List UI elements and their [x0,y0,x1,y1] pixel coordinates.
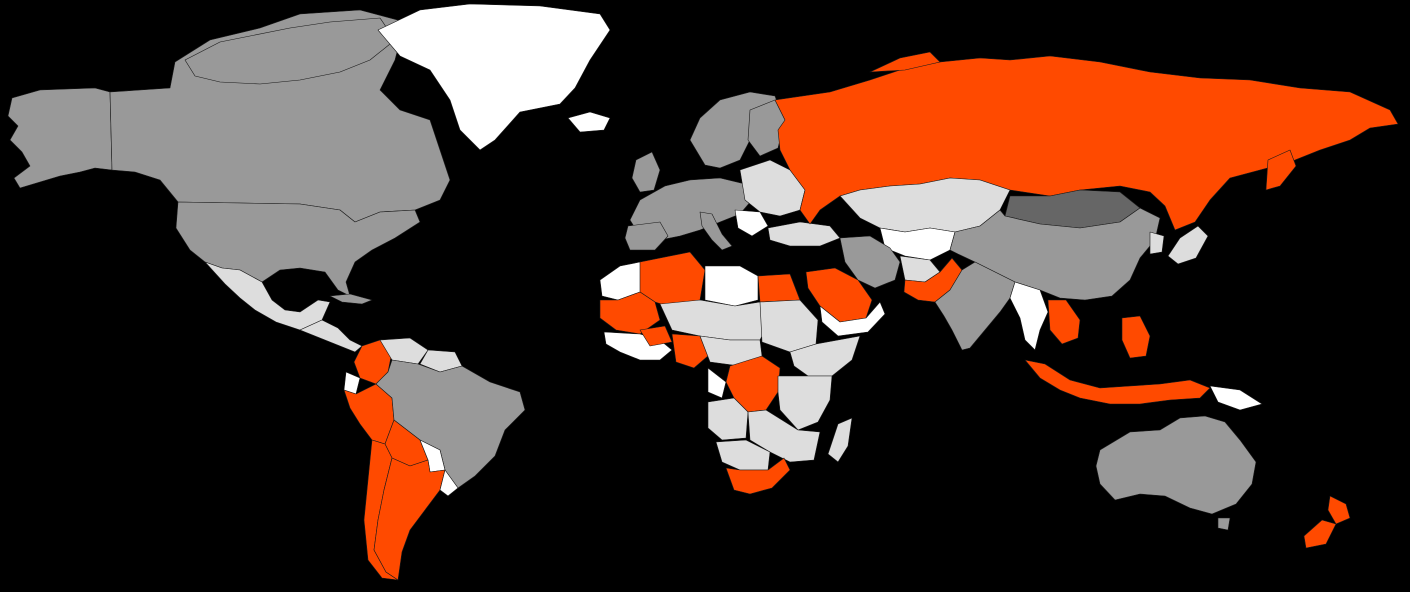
country-new-zealand-south[interactable] [1303,519,1337,549]
country-alaska[interactable] [7,87,113,189]
country-egypt[interactable] [757,273,801,303]
country-australia[interactable] [1095,415,1257,515]
country-east-africa[interactable] [777,375,833,431]
country-mali[interactable] [599,291,661,335]
country-russia[interactable] [774,55,1399,231]
country-mexico[interactable] [204,261,331,331]
country-south-africa[interactable] [725,457,791,495]
country-korea[interactable] [1149,231,1165,255]
country-russia-islands[interactable] [869,51,941,73]
country-venezuela[interactable] [379,337,429,365]
country-congo[interactable] [707,367,727,399]
country-italy[interactable] [699,211,733,251]
country-nigeria[interactable] [671,333,709,369]
country-madagascar[interactable] [827,417,853,463]
country-indonesia[interactable] [1024,359,1211,405]
country-niger-chad[interactable] [659,299,771,341]
country-india[interactable] [934,261,1016,351]
country-yemen-oman[interactable] [819,301,886,337]
country-ethiopia[interactable] [789,335,861,377]
country-philippines[interactable] [1121,315,1151,359]
country-papua[interactable] [1209,385,1263,411]
country-uruguay[interactable] [439,469,459,497]
country-burkina[interactable] [639,325,673,347]
country-libya[interactable] [704,265,759,307]
country-brazil[interactable] [375,359,526,489]
country-iceland[interactable] [567,111,611,133]
country-cuba[interactable] [329,293,373,305]
country-vietnam[interactable] [1047,299,1081,345]
country-southern-central-africa[interactable] [747,409,821,463]
country-canada-islands[interactable] [184,17,396,85]
country-uk[interactable] [631,151,661,193]
country-balkans[interactable] [734,209,769,237]
country-myanmar-thailand[interactable] [1009,281,1049,351]
country-iran[interactable] [839,235,901,289]
country-greenland[interactable] [377,3,611,151]
country-new-zealand-north[interactable] [1327,495,1351,525]
country-argentina[interactable] [373,457,446,581]
country-russia-kamchatka[interactable] [1265,149,1297,191]
country-sudan[interactable] [759,299,819,353]
country-japan[interactable] [1167,225,1209,265]
country-turkey[interactable] [767,221,841,247]
country-tasmania[interactable] [1217,517,1231,531]
country-usa[interactable] [175,201,421,297]
country-angola[interactable] [707,397,749,441]
country-iberia[interactable] [624,221,669,251]
